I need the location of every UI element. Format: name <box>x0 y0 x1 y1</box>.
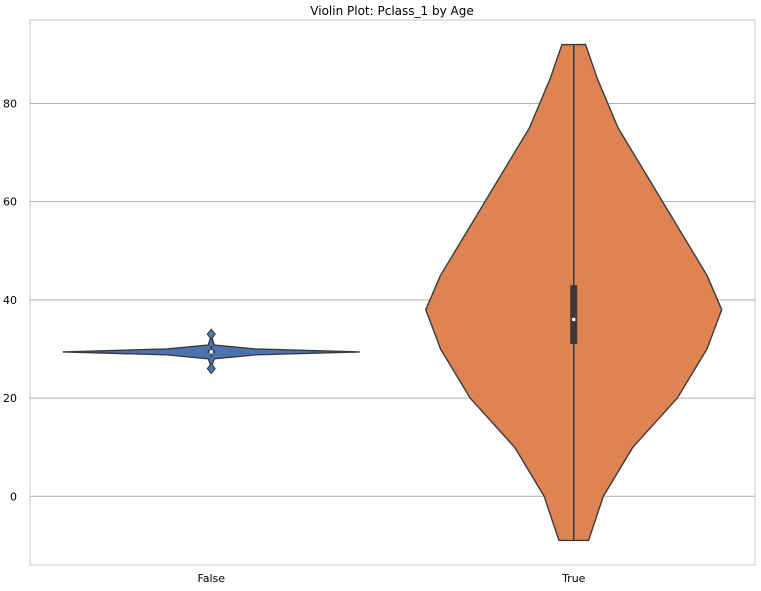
median-false <box>209 350 214 354</box>
x-tick-label-true: True <box>561 572 586 585</box>
y-tick-label-80: 80 <box>3 97 17 110</box>
iqr-box-true <box>570 285 578 345</box>
chart-title: Violin Plot: Pclass_1 by Age <box>310 4 473 18</box>
x-tick-labels: False True <box>197 572 585 585</box>
y-tick-label-0: 0 <box>10 490 17 503</box>
y-tick-label-20: 20 <box>3 392 17 405</box>
x-tick-label-false: False <box>197 572 225 585</box>
outlier-false-0 <box>206 362 216 375</box>
y-tick-label-40: 40 <box>3 294 17 307</box>
y-tick-labels: 0 20 40 60 80 <box>3 97 17 503</box>
y-tick-label-60: 60 <box>3 196 17 209</box>
violins <box>62 43 723 542</box>
outlier-false-1 <box>206 328 216 341</box>
median-true <box>571 317 576 322</box>
